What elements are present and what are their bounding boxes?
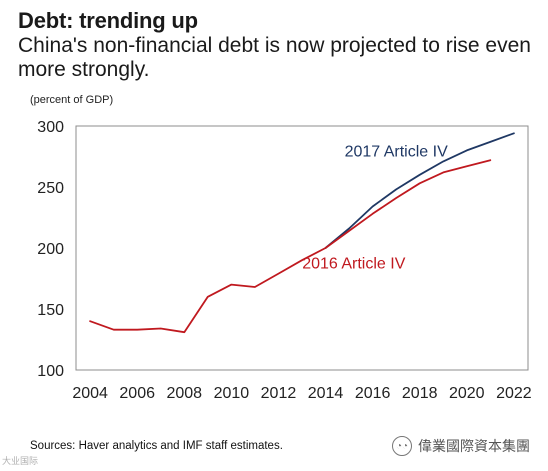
x-tick-label: 2004 bbox=[72, 385, 108, 402]
series-line-2016 bbox=[89, 159, 492, 334]
chart-title: Debt: trending up bbox=[18, 8, 198, 33]
y-tick-label: 150 bbox=[37, 302, 64, 319]
unit-note: (percent of GDP) bbox=[30, 94, 114, 106]
series-label: 2016 Article IV bbox=[302, 256, 406, 273]
x-tick-label: 2014 bbox=[308, 385, 344, 402]
plot-frame bbox=[75, 125, 529, 371]
x-tick-label: 2016 bbox=[355, 385, 391, 402]
x-tick-label: 2012 bbox=[261, 385, 297, 402]
corner-watermark: 大业国际 bbox=[2, 456, 39, 466]
y-tick-label: 250 bbox=[37, 180, 64, 197]
x-tick-label: 2020 bbox=[449, 385, 485, 402]
source-note: Sources: Haver analytics and IMF staff e… bbox=[30, 440, 283, 452]
watermark: ◔◔ 偉業國際資本集團 bbox=[392, 436, 530, 456]
y-tick-label: 200 bbox=[37, 241, 64, 258]
x-tick-label: 2010 bbox=[214, 385, 250, 402]
y-tick-label: 100 bbox=[37, 363, 64, 380]
watermark-text: 偉業國際資本集團 bbox=[418, 438, 530, 454]
x-tick-label: 2022 bbox=[496, 385, 532, 402]
y-tick-label: 300 bbox=[37, 119, 64, 136]
x-tick-label: 2006 bbox=[119, 385, 155, 402]
series-label: 2017 Article IV bbox=[345, 144, 449, 161]
x-tick-label: 2008 bbox=[166, 385, 202, 402]
wechat-like-icon: ◔◔ bbox=[392, 436, 412, 456]
chart-subtitle: China's non-financial debt is now projec… bbox=[18, 34, 531, 81]
x-tick-label: 2018 bbox=[402, 385, 438, 402]
